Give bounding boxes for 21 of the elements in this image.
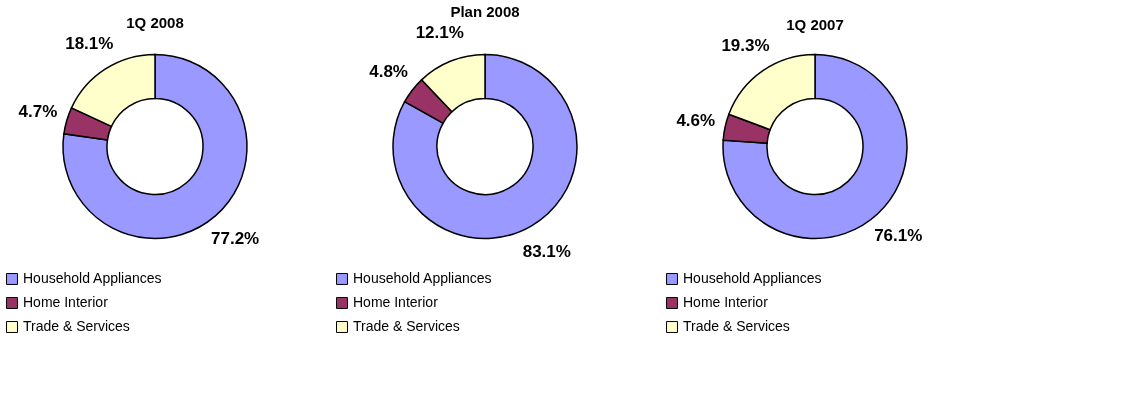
legend-label: Trade & Services (23, 318, 130, 334)
data-label: 4.8% (369, 61, 408, 81)
chart-title: 1Q 2008 (126, 13, 184, 31)
legend-label: Trade & Services (683, 318, 790, 334)
chart-title: 1Q 2007 (786, 16, 844, 34)
data-label: 4.7% (18, 102, 58, 122)
data-label: 12.1% (415, 23, 464, 43)
data-label: 83.1% (522, 241, 571, 261)
chart-title: Plan 2008 (450, 3, 520, 21)
data-label: 76.1% (874, 225, 923, 245)
legend-label: Trade & Services (353, 318, 460, 334)
data-label: 4.6% (676, 110, 716, 130)
data-label: 19.3% (721, 36, 770, 56)
legend-label: Home Interior (353, 294, 439, 310)
data-label: 77.2% (211, 228, 260, 248)
legend-label: Home Interior (23, 294, 109, 310)
legend-label: Household Appliances (353, 270, 492, 286)
legend-label: Household Appliances (23, 270, 162, 286)
legend-label: Household Appliances (683, 270, 822, 286)
legend-label: Home Interior (683, 294, 769, 310)
data-label: 18.1% (65, 33, 114, 53)
